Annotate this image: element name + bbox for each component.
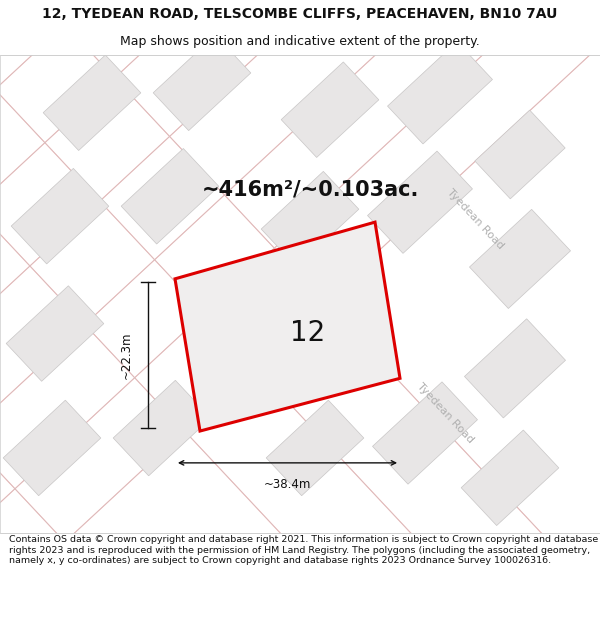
Polygon shape xyxy=(175,222,400,431)
Polygon shape xyxy=(461,430,559,526)
Text: Contains OS data © Crown copyright and database right 2021. This information is : Contains OS data © Crown copyright and d… xyxy=(9,535,598,565)
Text: Tyedean Road: Tyedean Road xyxy=(415,381,475,445)
Polygon shape xyxy=(261,171,359,267)
Polygon shape xyxy=(113,380,211,476)
Polygon shape xyxy=(469,209,571,309)
Polygon shape xyxy=(43,55,141,151)
Polygon shape xyxy=(121,149,219,244)
Polygon shape xyxy=(6,286,104,381)
Polygon shape xyxy=(11,168,109,264)
Text: Map shows position and indicative extent of the property.: Map shows position and indicative extent… xyxy=(120,35,480,48)
Polygon shape xyxy=(153,35,251,131)
Polygon shape xyxy=(281,62,379,158)
Polygon shape xyxy=(368,151,472,253)
Polygon shape xyxy=(464,319,566,418)
Text: ~38.4m: ~38.4m xyxy=(264,478,311,491)
Text: ~416m²/~0.103ac.: ~416m²/~0.103ac. xyxy=(202,179,419,199)
Text: ~22.3m: ~22.3m xyxy=(119,331,133,379)
Polygon shape xyxy=(373,382,478,484)
Polygon shape xyxy=(266,400,364,496)
Polygon shape xyxy=(475,110,565,199)
Text: 12: 12 xyxy=(290,319,325,346)
Text: Tyedean Road: Tyedean Road xyxy=(445,188,505,251)
Text: 12, TYEDEAN ROAD, TELSCOMBE CLIFFS, PEACEHAVEN, BN10 7AU: 12, TYEDEAN ROAD, TELSCOMBE CLIFFS, PEAC… xyxy=(43,7,557,21)
Polygon shape xyxy=(3,400,101,496)
Polygon shape xyxy=(388,42,493,144)
